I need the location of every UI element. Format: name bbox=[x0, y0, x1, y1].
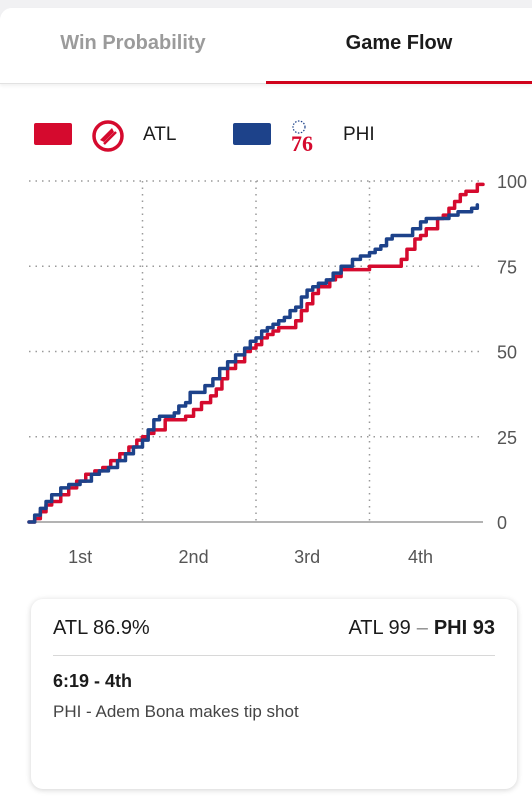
atl-color-swatch bbox=[34, 123, 72, 145]
svg-text:76: 76 bbox=[291, 131, 313, 154]
win-probability-text: ATL 86.9% bbox=[53, 617, 150, 639]
play-time: 6:19 - 4th bbox=[53, 671, 133, 691]
y-tick-label-100: 100 bbox=[497, 172, 527, 192]
y-tick-label-50: 50 bbox=[497, 343, 517, 363]
play-info-card: ATL 86.9% ATL 99– PHI 93 6:19 - 4th PHI -… bbox=[31, 599, 517, 789]
x-tick-label-3: 3rd bbox=[294, 547, 320, 567]
x-tick-label-2: 2nd bbox=[179, 547, 209, 567]
game-flow-chart: 0 25 50 75 100 1st 2nd 3rd 4th bbox=[0, 160, 532, 580]
score-separator: – bbox=[416, 617, 428, 639]
x-tick-label-1: 1st bbox=[68, 547, 92, 567]
phi-score: PHI 93 bbox=[433, 617, 495, 639]
atl-score: ATL 99 bbox=[348, 617, 411, 639]
y-tick-label-0: 0 bbox=[497, 513, 507, 533]
atl-series-line bbox=[27, 182, 485, 524]
phi-color-swatch bbox=[233, 123, 271, 145]
atl-legend-label: ATL bbox=[143, 124, 177, 145]
y-tick-label-75: 75 bbox=[497, 257, 517, 277]
hawks-logo-icon bbox=[92, 120, 124, 152]
tab-bar: Win Probability Game Flow bbox=[0, 8, 532, 84]
tab-win-probability[interactable]: Win Probability bbox=[60, 32, 206, 54]
top-strip bbox=[0, 0, 532, 8]
y-tick-label-25: 25 bbox=[497, 428, 517, 448]
game-flow-chart-svg: 0 25 50 75 100 1st 2nd 3rd 4th bbox=[27, 172, 527, 567]
x-tick-label-4: 4th bbox=[408, 547, 433, 567]
score-text: ATL 99– PHI 93 bbox=[348, 617, 495, 640]
info-divider bbox=[53, 655, 495, 656]
phi-series-line bbox=[27, 203, 480, 524]
tab-game-flow[interactable]: Game Flow bbox=[266, 8, 532, 84]
phi-legend-label: PHI bbox=[343, 124, 375, 145]
chart-legend: ATL 76 PHI bbox=[0, 118, 532, 154]
76ers-logo-icon: 76 bbox=[291, 120, 313, 154]
play-description: PHI - Adem Bona makes tip shot bbox=[53, 702, 299, 721]
